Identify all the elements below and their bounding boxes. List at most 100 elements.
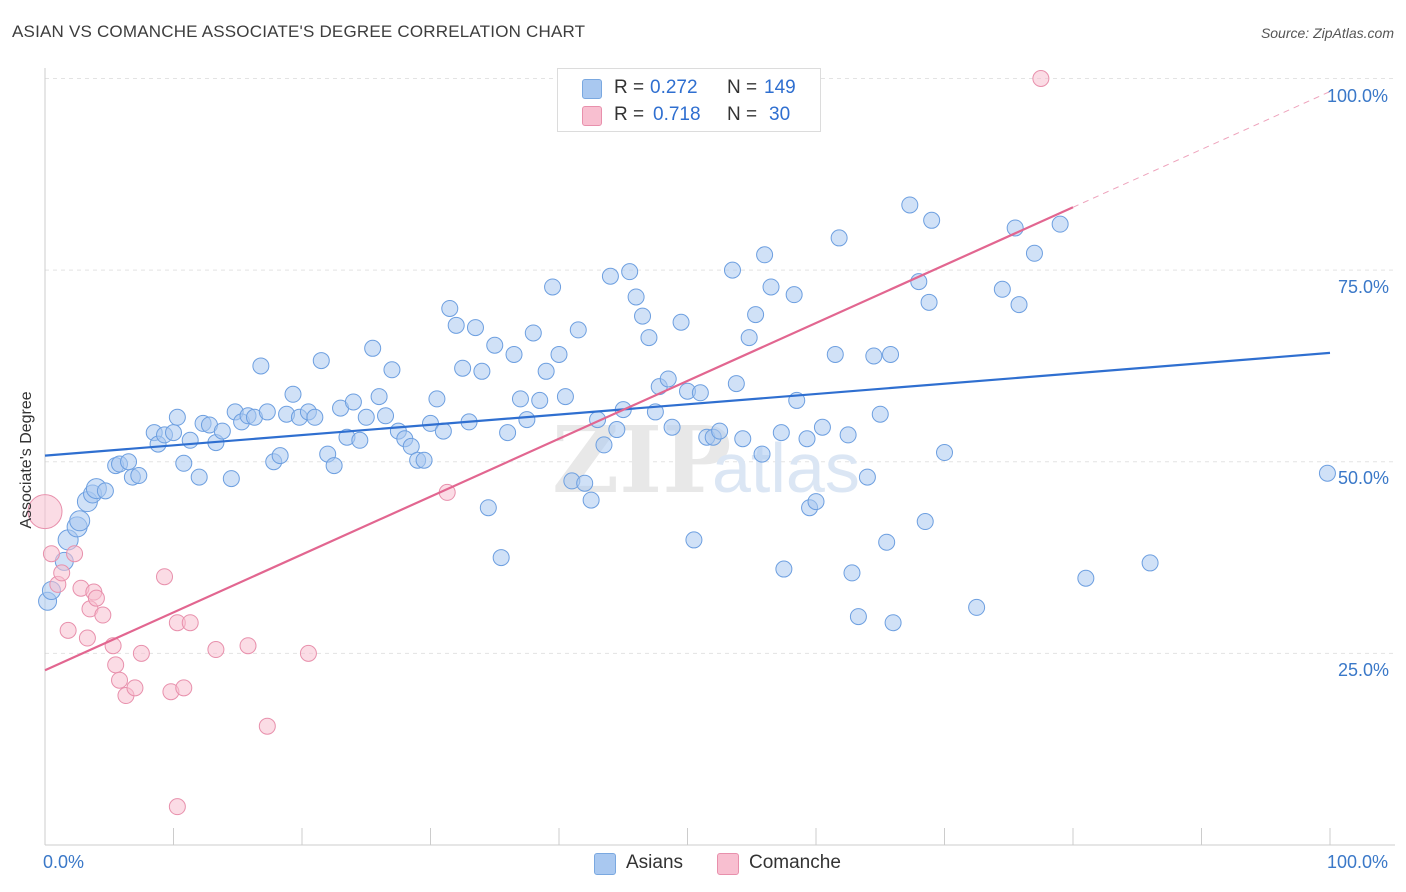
asians-point-143 [1077,569,1095,587]
asians-point-74 [524,324,542,342]
asians-point-71 [505,345,523,363]
axes [44,68,1395,846]
asians-point-82 [576,474,594,492]
asians-point-90 [627,288,645,306]
asians-point-12 [120,453,138,471]
asians-point-113 [775,560,793,578]
asians-point-73 [518,411,536,429]
asians-point-130 [884,614,902,632]
asians-point-83 [582,491,600,509]
asians-point-69 [492,549,510,567]
x-tick-label-0: 0.0% [43,852,85,872]
asians-point-118 [807,493,825,511]
comanche-point-26 [299,644,317,662]
asians-point-108 [747,306,765,324]
asians-point-19 [168,408,186,426]
asians-point-40 [306,408,324,426]
asians-point-65 [466,319,484,337]
asians-point-142 [1051,215,1069,233]
asians-point-35 [271,447,289,465]
series-asians-points [38,196,1336,632]
asians-point-104 [723,261,741,279]
comanche-n-label: N = [727,104,758,125]
asians-point-27 [222,470,240,488]
comanche-point-16 [126,679,144,697]
correlation-legend: R = 0.272 N = 149 R = 0.718 N = 30 [557,68,821,132]
asians-point-133 [916,513,934,531]
asians-point-134 [920,293,938,311]
asians-point-141 [1025,244,1043,262]
asians-point-145 [1318,464,1336,482]
asians-point-89 [621,263,639,281]
comanche-point-29 [1032,70,1050,87]
comanche-point-22 [181,614,199,632]
asians-point-109 [753,445,771,463]
asians-point-110 [756,246,774,264]
asians-point-20 [175,454,193,472]
asians-point-14 [130,467,148,485]
asians-point-128 [878,533,896,551]
asians-point-105 [727,375,745,393]
legend-comanche-label: Comanche [749,852,841,873]
asians-point-121 [830,229,848,247]
asians-point-100 [691,384,709,402]
chart-source: Source: ZipAtlas.com [1260,25,1394,41]
comanche-point-21 [175,679,193,697]
asians-point-91 [634,307,652,325]
asians-point-55 [402,437,420,455]
asians-point-85 [595,436,613,454]
asians-point-48 [357,408,375,426]
asians-point-67 [479,499,497,517]
asians-point-140 [1010,296,1028,314]
asians-point-41 [312,352,330,370]
comanche-point-18 [156,568,174,586]
asians-point-18 [165,424,182,442]
asians-point-63 [454,359,472,377]
comanche-point-25 [258,717,276,735]
comanche-point-5 [66,545,84,563]
asians-point-32 [252,357,270,375]
comanche-point-4 [59,621,77,639]
comanche-point-7 [78,629,96,647]
asians-point-21 [181,431,199,449]
series-comanche-points [27,70,1050,816]
watermark-zip: ZIP [552,406,731,514]
comanche-r-value: 0.718 [653,104,701,125]
asians-point-106 [734,430,752,448]
asians-point-119 [813,418,831,436]
asians-point-47 [351,431,369,449]
asians-point-123 [843,564,861,582]
watermark-atlas: atlas [712,429,860,507]
asians-point-136 [936,444,953,462]
asians-point-76 [537,362,555,380]
asians-n-label: N = [727,77,758,98]
asians-r-value: 0.272 [650,77,698,98]
asians-point-127 [871,405,889,423]
asians-point-131 [901,196,919,214]
asians-point-86 [601,267,619,285]
asians-point-97 [672,313,690,331]
asians-point-95 [659,370,677,388]
asians-point-79 [556,388,574,406]
asians-point-70 [499,424,517,442]
comanche-n-value: 30 [769,104,791,125]
comanche-trend-line [44,206,1074,672]
asians-point-68 [486,336,504,354]
asians-point-78 [550,345,568,363]
comanche-point-11 [94,606,112,624]
comanche-point-23 [207,641,225,659]
asians-point-66 [473,362,491,380]
trend-lines [44,91,1331,672]
comanche-point-14 [111,671,129,689]
asians-point-77 [544,278,562,296]
asians-point-87 [608,421,626,439]
comanche-point-3 [53,564,71,582]
asians-point-96 [663,418,681,436]
comanche-point-10 [87,589,105,607]
asians-point-9 [96,482,114,500]
asians-point-51 [377,407,395,425]
asians-r-label: R = [614,77,645,98]
asians-point-122 [839,426,857,444]
asians-point-75 [531,391,549,409]
legend-comanche-swatch [717,853,739,875]
